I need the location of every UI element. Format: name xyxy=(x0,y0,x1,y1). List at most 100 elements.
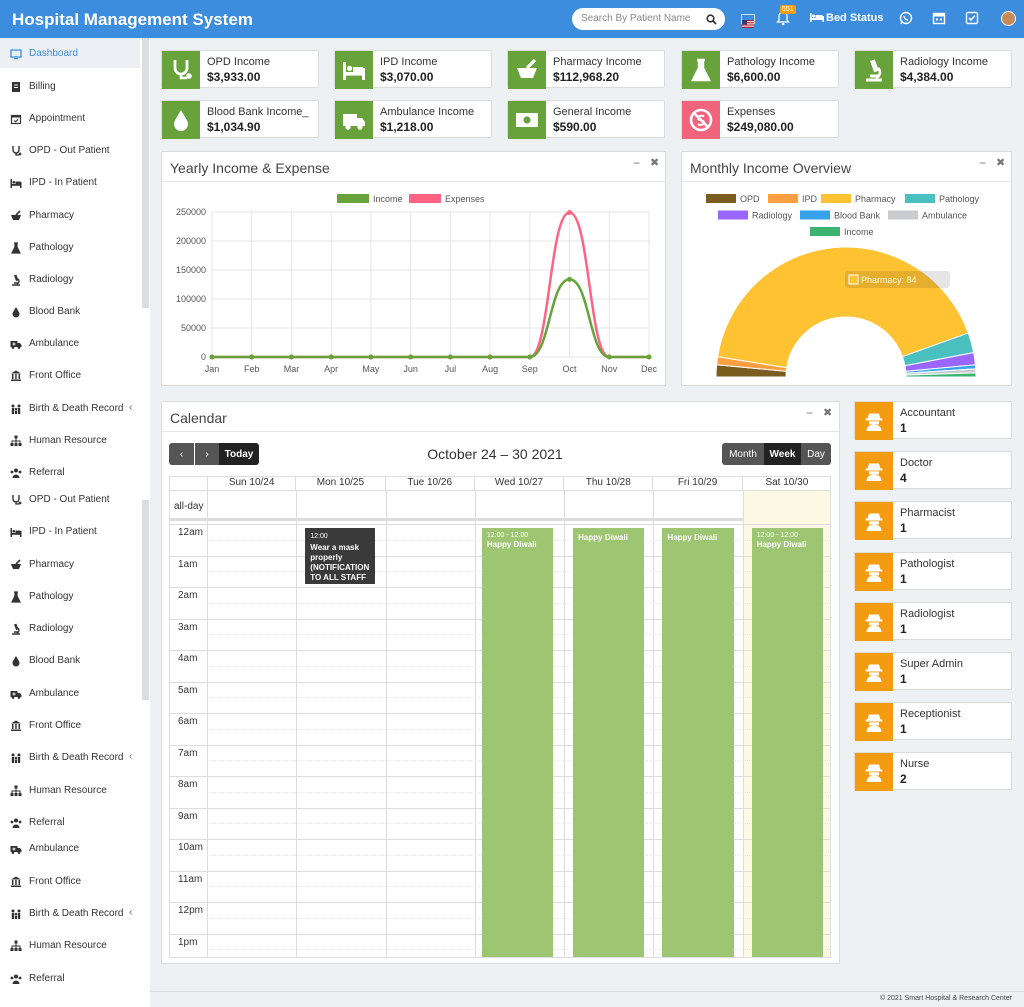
sidebar-item-human-resource[interactable]: Human Resource xyxy=(0,775,140,805)
card-value: $590.00 xyxy=(553,120,597,134)
staff-card-pharmacist[interactable]: Pharmacist 1 xyxy=(854,501,1012,541)
sidebar-item-ambulance[interactable]: Ambulance xyxy=(0,328,140,358)
close-icon[interactable]: ✖ xyxy=(650,157,660,169)
bed-status-label: Bed Status xyxy=(826,12,884,24)
sidebar-item-dashboard[interactable]: Dashboard xyxy=(0,38,140,68)
staff-card-radiologist[interactable]: Radiologist 1 xyxy=(854,601,1012,641)
hour-label: 9am xyxy=(178,810,198,822)
sidebar-item-ambulance[interactable]: Ambulance xyxy=(0,678,140,708)
slice-pharmacy xyxy=(717,246,969,369)
sidebar-item-opd-out-patient[interactable]: OPD - Out Patient xyxy=(0,135,140,165)
app-title[interactable]: Hospital Management System xyxy=(12,10,253,29)
income-card-pharmacy-income[interactable]: Pharmacy Income $112,968.20 xyxy=(507,50,665,89)
staff-card-nurse[interactable]: Nurse 2 xyxy=(854,752,1012,792)
sidebar-item-front-office[interactable]: Front Office xyxy=(0,360,140,390)
users-icon xyxy=(10,973,22,984)
calendar-event[interactable]: Happy Diwali xyxy=(573,528,645,957)
sidebar-item-label: Radiology xyxy=(29,274,74,285)
calendar-event[interactable]: 12:00 - 12:00 Happy Diwali xyxy=(751,528,823,957)
sidebar-item-label: Blood Bank xyxy=(29,655,81,666)
minimize-icon[interactable]: − xyxy=(633,156,641,170)
stethoscope-icon xyxy=(162,51,200,89)
month-view-button[interactable]: Month xyxy=(722,443,764,465)
day-header[interactable]: Mon 10/25 xyxy=(296,477,386,491)
staff-card-pathologist[interactable]: Pathologist 1 xyxy=(854,551,1012,591)
sidebar-item-pathology[interactable]: Pathology xyxy=(0,232,140,262)
sidebar-item-referral[interactable]: Referral xyxy=(0,457,140,487)
day-view-button[interactable]: Day xyxy=(801,443,831,465)
sidebar-item-ipd-in-patient[interactable]: IPD - In Patient xyxy=(0,516,140,546)
day-header[interactable]: Sun 10/24 xyxy=(207,477,297,491)
sidebar-item-referral[interactable]: Referral xyxy=(0,963,140,993)
income-card-ambulance-income[interactable]: Ambulance Income $1,218.00 xyxy=(334,100,492,139)
sidebar-item-blood-bank[interactable]: Blood Bank xyxy=(0,645,140,675)
task-check-icon[interactable] xyxy=(965,11,979,25)
week-view-button[interactable]: Week xyxy=(764,443,801,465)
user-avatar[interactable] xyxy=(1001,11,1016,26)
day-header[interactable]: Wed 10/27 xyxy=(475,477,565,491)
sidebar-item-ambulance[interactable]: Ambulance xyxy=(0,833,140,863)
hour-line xyxy=(170,524,830,525)
sidebar-item-appointment[interactable]: Appointment xyxy=(0,103,140,133)
close-icon[interactable]: ✖ xyxy=(823,407,833,419)
staff-card-receptionist[interactable]: Receptionist 1 xyxy=(854,702,1012,742)
income-card-expenses[interactable]: Expenses $249,080.00 xyxy=(681,100,839,139)
receipt-icon xyxy=(10,81,21,92)
close-icon[interactable]: ✖ xyxy=(996,157,1006,169)
calendar-icon[interactable] xyxy=(932,11,946,25)
income-card-ipd-income[interactable]: IPD Income $3,070.00 xyxy=(334,50,492,89)
top-navbar: Hospital Management System Search By Pat… xyxy=(0,0,1024,38)
search-icon[interactable] xyxy=(706,12,717,25)
staff-role: Nurse xyxy=(900,758,930,771)
income-card-pathology-income[interactable]: Pathology Income $6,600.00 xyxy=(681,50,839,89)
sidebar-item-birth-death-record[interactable]: Birth & Death Record ‹ xyxy=(0,898,140,928)
minimize-icon[interactable]: − xyxy=(979,156,987,170)
sidebar-item-ipd-in-patient[interactable]: IPD - In Patient xyxy=(0,167,140,197)
day-header[interactable]: Thu 10/28 xyxy=(564,477,654,491)
day-header[interactable]: Fri 10/29 xyxy=(653,477,743,491)
minimize-icon[interactable]: − xyxy=(806,406,814,420)
card-value: $4,384.00 xyxy=(900,70,954,84)
sidebar-item-radiology[interactable]: Radiology xyxy=(0,264,140,294)
income-card-general-income[interactable]: General Income $590.00 xyxy=(507,100,665,139)
day-header[interactable]: Sat 10/30 xyxy=(743,477,830,491)
calendar-event[interactable]: Happy Diwali xyxy=(662,528,734,957)
us-flag-icon[interactable] xyxy=(741,14,755,28)
income-card-opd-income[interactable]: OPD Income $3,933.00 xyxy=(161,50,319,89)
sidebar-item-birth-death-record[interactable]: Birth & Death Record ‹ xyxy=(0,393,140,423)
search-input[interactable]: Search By Patient Name xyxy=(572,8,725,30)
whatsapp-icon[interactable] xyxy=(899,11,913,25)
sidebar-item-blood-bank[interactable]: Blood Bank xyxy=(0,296,140,326)
sidebar-item-opd-out-patient[interactable]: OPD - Out Patient xyxy=(0,484,140,514)
staff-card-doctor[interactable]: Doctor 4 xyxy=(854,451,1012,491)
sidebar-item-pharmacy[interactable]: Pharmacy xyxy=(0,200,140,230)
family-icon xyxy=(10,403,21,414)
calendar-event[interactable]: 12:00 Wear a mask properly (NOTIFICATION … xyxy=(305,528,375,584)
sidebar-item-birth-death-record[interactable]: Birth & Death Record ‹ xyxy=(0,742,140,772)
sidebar-item-pathology[interactable]: Pathology xyxy=(0,581,140,611)
sidebar-item-human-resource[interactable]: Human Resource xyxy=(0,930,140,960)
data-point xyxy=(606,354,612,360)
sidebar-item-front-office[interactable]: Front Office xyxy=(0,866,140,896)
sidebar-item-radiology[interactable]: Radiology xyxy=(0,613,140,643)
bed-status-button[interactable]: Bed Status xyxy=(810,12,883,24)
today-button[interactable]: Today xyxy=(219,443,259,465)
sidebar-scrollbar-lower[interactable] xyxy=(142,500,149,700)
series-line-expenses xyxy=(212,211,649,359)
prev-week-button[interactable]: ‹ xyxy=(169,443,194,465)
sidebar-item-label: Referral xyxy=(29,973,65,984)
sidebar-item-referral[interactable]: Referral xyxy=(0,807,140,837)
calendar-event[interactable]: 12:00 - 12:00 Happy Diwali xyxy=(481,528,554,957)
income-card-blood-bank-income[interactable]: Blood Bank Income_ $1,034.90 xyxy=(161,100,319,139)
sidebar-item-billing[interactable]: Billing xyxy=(0,71,140,101)
sidebar-item-human-resource[interactable]: Human Resource xyxy=(0,425,140,455)
day-header[interactable]: Tue 10/26 xyxy=(386,477,475,491)
sidebar-scrollbar[interactable] xyxy=(142,38,149,308)
next-week-button[interactable]: › xyxy=(195,443,219,465)
sidebar-item-front-office[interactable]: Front Office xyxy=(0,710,140,740)
sidebar-item-label: OPD - Out Patient xyxy=(29,494,110,505)
staff-card-super-admin[interactable]: Super Admin 1 xyxy=(854,652,1012,691)
sidebar-item-pharmacy[interactable]: Pharmacy xyxy=(0,549,140,579)
income-card-radiology-income[interactable]: Radiology Income $4,384.00 xyxy=(854,50,1012,89)
staff-card-accountant[interactable]: Accountant 1 xyxy=(854,401,1012,440)
